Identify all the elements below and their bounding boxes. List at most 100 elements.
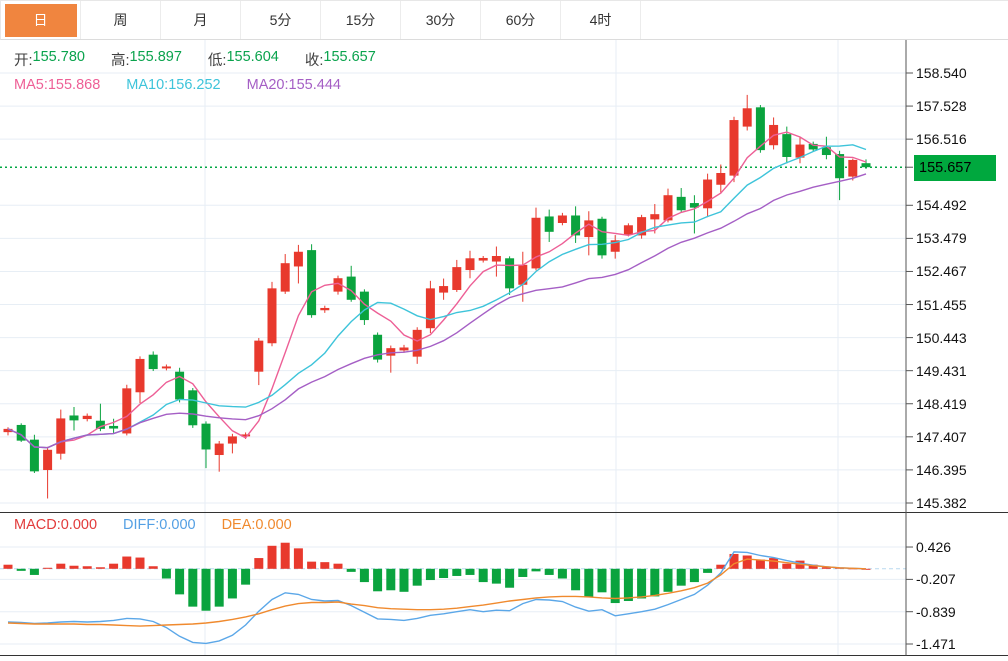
- macd-bar: [755, 559, 765, 569]
- tab-15分[interactable]: 15分: [321, 1, 401, 39]
- candle-body: [623, 225, 633, 235]
- candle-body: [175, 371, 185, 400]
- price-axis-label: 148.419: [916, 395, 967, 412]
- price-axis-label: 153.479: [916, 230, 967, 247]
- macd-bar: [703, 568, 713, 573]
- candle-body: [69, 415, 79, 421]
- tab-周[interactable]: 周: [81, 1, 161, 39]
- ma20-readout: MA20: 155.444: [247, 77, 341, 93]
- macd-axis-label: -0.839: [916, 603, 956, 620]
- price-axis-label: 150.443: [916, 329, 967, 346]
- tab-30分[interactable]: 30分: [401, 1, 481, 39]
- candle-body: [227, 436, 237, 444]
- candle-body: [584, 220, 594, 238]
- timeframe-tabbar: 日 周 月 5分 15分 30分 60分 4时: [0, 0, 1008, 40]
- macd-bar: [742, 555, 752, 569]
- candle-body: [148, 354, 158, 370]
- candle-body: [861, 163, 871, 168]
- macd-bar: [95, 567, 105, 569]
- label: MA10:: [126, 77, 169, 93]
- value: 155.604: [226, 49, 279, 65]
- candle-body: [716, 172, 726, 185]
- macd-bar: [320, 562, 330, 569]
- tab-月[interactable]: 月: [161, 1, 241, 39]
- macd-bar: [861, 568, 871, 570]
- macd-bar: [597, 568, 607, 593]
- dea-readout: DEA: 0.000: [222, 517, 292, 533]
- price-axis-label: 146.395: [916, 461, 967, 478]
- tab-label: 30分: [425, 12, 456, 28]
- label: 开:: [14, 53, 33, 69]
- macd-bar: [29, 568, 39, 575]
- macd-bar: [188, 568, 198, 607]
- macd-bar: [227, 568, 237, 599]
- candle-body: [3, 428, 13, 433]
- value: 155.444: [288, 77, 341, 93]
- candle-body: [808, 143, 818, 150]
- price-axis-label: 154.492: [916, 197, 967, 214]
- ma10-line: [7, 144, 867, 449]
- tab-5分[interactable]: 5分: [241, 1, 321, 39]
- macd-bar: [161, 568, 171, 579]
- macd-bar: [623, 568, 633, 602]
- macd-bar: [478, 568, 488, 583]
- price-axis-label: 147.407: [916, 428, 967, 445]
- candle-body: [241, 434, 251, 437]
- candle-body: [122, 388, 132, 434]
- macd-bar: [518, 568, 528, 577]
- value: 0.000: [60, 517, 98, 533]
- candle-body: [505, 258, 515, 289]
- macd-bar: [716, 564, 726, 569]
- ma20-line: [7, 173, 867, 449]
- macd-bar: [386, 568, 396, 591]
- label: MACD:: [14, 517, 61, 533]
- value: 155.780: [32, 49, 85, 65]
- tab-4时[interactable]: 4时: [561, 1, 641, 39]
- high-readout: 高: 155.897: [111, 49, 182, 70]
- macd-bar: [43, 567, 53, 569]
- price-axis-label: 152.467: [916, 263, 967, 280]
- macd-bar: [584, 568, 594, 598]
- candle-body: [109, 425, 119, 429]
- candle-body: [188, 390, 198, 426]
- candle-body: [29, 439, 39, 472]
- candle-body: [161, 366, 171, 369]
- macd-legend: MACD: 0.000 DIFF: 0.000 DEA: 0.000: [14, 517, 292, 533]
- candle-body: [729, 120, 739, 176]
- candle-body: [333, 278, 343, 292]
- label: DEA:: [221, 517, 256, 533]
- candle-body: [571, 215, 581, 236]
- tab-日[interactable]: 日: [1, 1, 81, 39]
- macd-bar: [69, 565, 79, 569]
- tab-label: 5分: [269, 12, 292, 28]
- candle-body: [491, 256, 501, 262]
- macd-bar: [412, 568, 422, 586]
- macd-bar: [637, 568, 647, 599]
- macd-bar: [214, 568, 224, 607]
- macd-readout: MACD: 0.000: [14, 517, 97, 533]
- label: 收:: [304, 53, 324, 69]
- macd-bar: [346, 568, 356, 572]
- candle-body: [386, 348, 396, 356]
- candle-body: [280, 263, 290, 292]
- macd-bar: [544, 568, 554, 575]
- macd-bar: [531, 568, 541, 572]
- macd-bar: [452, 568, 462, 576]
- candle-body: [597, 218, 607, 256]
- candle-body: [425, 288, 435, 329]
- candle-body: [637, 217, 647, 236]
- candle-body: [663, 195, 673, 221]
- candle-body: [346, 276, 356, 300]
- candle-body: [201, 423, 211, 450]
- candle-body: [518, 264, 528, 285]
- macd-bar: [148, 566, 158, 569]
- candle-body: [557, 215, 567, 223]
- tab-label: 日: [4, 3, 77, 37]
- ohlc-readout: 开: 155.780 高: 155.897 低: 155.604 收: 155.657: [14, 49, 376, 70]
- candle-body: [95, 420, 105, 429]
- dea-line: [7, 558, 867, 627]
- candle-body: [742, 108, 752, 127]
- price-axis-label: 149.431: [916, 362, 967, 379]
- tab-60分[interactable]: 60分: [481, 1, 561, 39]
